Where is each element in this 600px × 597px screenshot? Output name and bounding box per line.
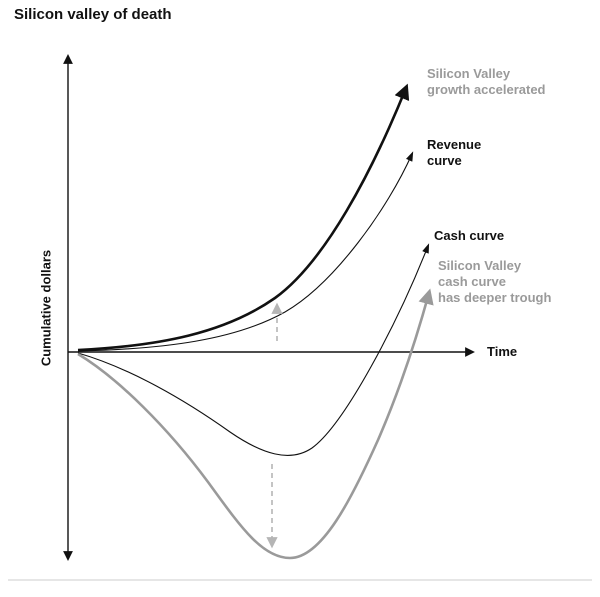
growth-curve-label: Silicon Valley growth accelerated bbox=[427, 66, 546, 97]
y-axis-label: Cumulative dollars bbox=[38, 249, 54, 367]
x-axis-label: Time bbox=[487, 344, 518, 359]
cash-curve-label: Cash curve bbox=[434, 228, 505, 243]
silicon-valley-cash-curve bbox=[77, 288, 434, 560]
silicon-valley-cash-curve-label: Silicon Valley cash curve has deeper tro… bbox=[438, 258, 552, 305]
diagram-title: Silicon valley of death bbox=[14, 6, 172, 23]
cash-curve bbox=[77, 243, 430, 456]
revenue-curve-label: Revenue curve bbox=[427, 137, 482, 168]
revenue-curve bbox=[77, 151, 414, 352]
silicon-valley-growth-curve bbox=[77, 83, 410, 352]
